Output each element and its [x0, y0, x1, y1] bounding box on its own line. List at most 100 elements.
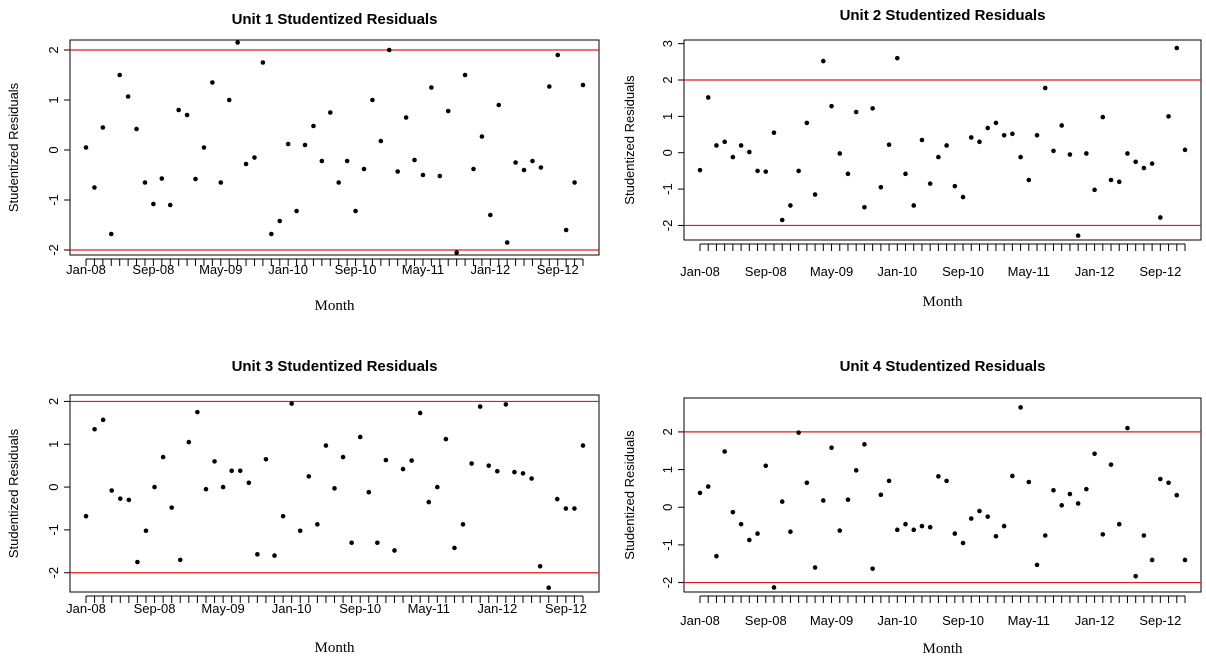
data-point [521, 167, 527, 173]
data-point [845, 171, 851, 177]
data-point [1125, 151, 1130, 156]
data-point [730, 154, 736, 160]
y-axis-label: Studentized Residuals [622, 430, 637, 560]
data-point [218, 180, 224, 185]
data-point [285, 141, 291, 147]
data-point [747, 537, 752, 543]
data-point [697, 167, 703, 173]
data-point [142, 180, 148, 185]
data-point [730, 509, 736, 515]
chart-title: Unit 2 Studentized Residuals [840, 7, 1046, 24]
y-tick-label: -2 [46, 244, 61, 256]
data-point [1141, 165, 1147, 171]
data-point [779, 499, 785, 504]
data-point [763, 463, 769, 469]
data-point [845, 497, 851, 503]
data-point [420, 172, 426, 178]
data-point [100, 417, 106, 423]
data-point [109, 488, 115, 493]
y-tick-label: -2 [46, 567, 61, 579]
data-point [1092, 187, 1097, 193]
data-point [237, 468, 243, 474]
data-point [1133, 573, 1138, 579]
data-point [870, 566, 875, 571]
data-point [572, 506, 577, 511]
data-point [255, 552, 260, 557]
data-point [403, 115, 409, 120]
data-point [771, 585, 777, 590]
data-point [378, 138, 384, 144]
data-point [563, 506, 569, 511]
data-point [327, 110, 333, 115]
data-point [763, 169, 769, 174]
data-point [437, 173, 443, 179]
y-axis-label: Studentized Residuals [6, 428, 21, 558]
x-tick-label: Sep-08 [745, 613, 787, 628]
data-point [454, 250, 459, 255]
data-point [269, 231, 274, 237]
data-point [788, 203, 793, 208]
data-point [340, 454, 346, 460]
data-point [332, 486, 337, 491]
data-point [738, 143, 744, 148]
data-point [1084, 151, 1089, 156]
data-point [886, 142, 892, 148]
data-point [445, 108, 451, 114]
data-point [722, 139, 727, 145]
y-tick-label: -2 [660, 220, 675, 232]
y-tick-label: 2 [46, 398, 61, 405]
y-tick-label: 1 [660, 466, 675, 473]
data-point [460, 522, 466, 527]
data-point [960, 540, 966, 546]
data-point [92, 426, 97, 432]
x-tick-label: May-09 [201, 601, 244, 616]
data-point [1133, 159, 1138, 165]
data-point [1059, 123, 1064, 128]
data-point [125, 94, 131, 99]
data-point [159, 176, 165, 181]
data-point [697, 490, 703, 496]
x-tick-label: Sep-08 [134, 601, 176, 616]
panel-unit-4: Unit 4 Studentized Residuals -2 -1 0 1 2 Stude… [622, 358, 1202, 657]
y-tick-label: 0 [660, 149, 675, 156]
data-point [993, 533, 999, 539]
data-point [452, 545, 457, 551]
x-axis-label: Month [922, 294, 963, 310]
data-point [126, 497, 132, 503]
data-point [755, 531, 760, 536]
data-point [392, 548, 397, 553]
data-point [280, 513, 286, 519]
data-point [547, 84, 552, 89]
x-tick-label: Sep-10 [942, 264, 984, 279]
data-point [927, 524, 933, 530]
data-point [1042, 533, 1048, 538]
data-point [201, 145, 207, 150]
data-point [960, 194, 966, 200]
x-tick-label: Sep-12 [1139, 613, 1181, 628]
data-point [462, 72, 468, 78]
data-point [134, 126, 139, 132]
data-point [1067, 491, 1073, 497]
data-point [177, 557, 183, 563]
x-tick-label: Jan-12 [1075, 613, 1115, 628]
x-tick-label: Jan-08 [66, 262, 106, 277]
data-point [357, 434, 363, 440]
data-point [488, 212, 493, 218]
data-point [705, 484, 711, 489]
y-tick-label: 1 [46, 96, 61, 103]
data-point [572, 180, 577, 185]
data-point [353, 208, 358, 214]
data-point [1182, 557, 1188, 563]
x-tick-label: Sep-12 [1139, 264, 1181, 279]
data-point [383, 457, 389, 463]
data-point [968, 135, 974, 140]
data-point [512, 469, 517, 475]
data-point [563, 227, 569, 233]
data-point [812, 565, 818, 570]
data-point [894, 55, 900, 61]
data-point [1034, 562, 1040, 568]
data-point [486, 463, 492, 468]
data-point [1026, 177, 1032, 183]
chart-title: Unit 1 Studentized Residuals [232, 11, 438, 28]
data-point [370, 97, 375, 103]
